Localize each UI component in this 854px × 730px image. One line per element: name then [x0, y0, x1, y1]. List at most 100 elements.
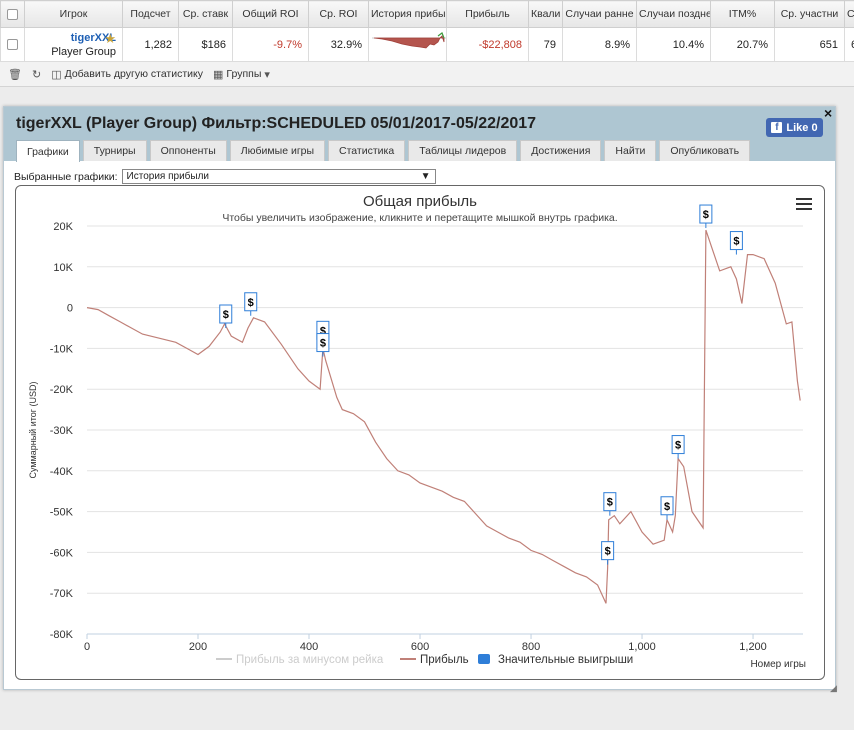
select-all-checkbox[interactable]: [0, 0, 25, 28]
chart-selector-row: Выбранные графики: История прибыли ▼: [14, 169, 436, 184]
win-marker-symbol: $: [607, 497, 613, 509]
win-marker-flag: [601, 541, 615, 561]
close-icon[interactable]: ×: [824, 105, 833, 121]
win-marker-flag: [671, 435, 685, 455]
col-header-qual[interactable]: Квали: [528, 0, 563, 28]
win-marker-symbol: $: [248, 297, 254, 309]
groups-dropdown[interactable]: ▦ Группы ▾: [213, 68, 270, 81]
col-header-extra[interactable]: С: [844, 0, 854, 28]
profit-series-line: [86, 229, 801, 604]
legend-item: Прибыль за минусом рейка: [236, 654, 384, 666]
cell-profit: -$22,808: [446, 27, 529, 62]
groups-icon: ▦: [213, 68, 224, 81]
add-column-icon: ◫: [51, 68, 62, 81]
win-marker-symbol: $: [675, 440, 681, 452]
cell-itm: 20.7%: [710, 27, 775, 62]
y-tick-label: -60K: [50, 547, 74, 559]
tab-statistics[interactable]: Статистика: [328, 140, 406, 161]
win-marker-symbol: $: [664, 501, 670, 513]
facebook-like-button[interactable]: f Like 0: [766, 118, 823, 137]
tab-favorite-games[interactable]: Любимые игры: [229, 140, 326, 161]
col-header-late[interactable]: Случаи поздне: [636, 0, 711, 28]
y-tick-label: 20K: [53, 221, 73, 233]
panel-title: tigerXXL (Player Group) Фильтр:SCHEDULED…: [16, 115, 537, 132]
col-header-profit[interactable]: Прибыль: [446, 0, 529, 28]
tab-publish[interactable]: Опубликовать: [659, 140, 751, 161]
trash-icon[interactable]: 🗑: [8, 68, 22, 81]
win-marker-symbol: $: [320, 325, 326, 337]
col-header-avg-entrants[interactable]: Ср. участни: [774, 0, 845, 28]
tab-find[interactable]: Найти: [604, 140, 657, 161]
chart-container[interactable]: Общая прибыль Чтобы увеличить изображени…: [15, 185, 825, 680]
chevron-down-icon: ▾: [264, 68, 270, 81]
y-tick-label: -10K: [50, 343, 74, 355]
table-row[interactable]: tigerXXL Player Group ★ 1,282 $186 -9.7%…: [0, 27, 854, 62]
resize-handle-icon[interactable]: ◢: [830, 683, 837, 693]
y-tick-label: -70K: [50, 588, 74, 600]
tab-achievements[interactable]: Достижения: [520, 140, 602, 161]
y-tick-label: 10K: [53, 262, 73, 274]
y-tick-label: -40K: [50, 466, 74, 478]
facebook-icon: f: [771, 122, 783, 133]
cell-total-roi: -9.7%: [232, 27, 309, 62]
sparkline-graph: [372, 32, 446, 49]
y-tick-label: -80K: [50, 629, 74, 641]
legend-item: Прибыль: [420, 654, 469, 666]
x-tick-label: 1,200: [739, 641, 767, 653]
col-header-total-roi[interactable]: Общий ROI: [232, 0, 309, 28]
win-marker-flag: [699, 204, 713, 224]
add-stat-label: Добавить другую статистику: [64, 68, 203, 80]
chart-subtitle: Чтобы увеличить изображение, кликните и …: [222, 212, 618, 224]
win-marker-flag: [316, 333, 330, 353]
chart-selector-dropdown[interactable]: История прибыли ▼: [121, 169, 436, 184]
col-header-count[interactable]: Подсчет: [122, 0, 179, 28]
panel-tabs: Графики Турниры Оппоненты Любимые игры С…: [16, 140, 751, 162]
chart-menu-icon[interactable]: [796, 198, 812, 213]
x-axis-title: Номер игры: [750, 659, 806, 670]
tab-charts[interactable]: Графики: [16, 140, 80, 162]
col-header-itm[interactable]: ITM%: [710, 0, 775, 28]
y-tick-label: -20K: [50, 384, 74, 396]
x-tick-label: 1,000: [628, 641, 656, 653]
col-header-player[interactable]: Игрок: [24, 0, 123, 28]
dropdown-arrow-icon: ▼: [420, 171, 431, 182]
refresh-icon[interactable]: ↻: [31, 68, 42, 81]
tab-tournaments[interactable]: Турниры: [82, 140, 147, 161]
player-cell[interactable]: tigerXXL Player Group ★: [24, 27, 123, 62]
add-stat-button[interactable]: ◫ Добавить другую статистику: [51, 68, 203, 81]
tab-opponents[interactable]: Оппоненты: [149, 140, 227, 161]
panel-header: tigerXXL (Player Group) Фильтр:SCHEDULED…: [4, 107, 835, 162]
win-marker-flag: [603, 492, 617, 512]
x-tick-label: 600: [411, 641, 429, 653]
win-marker-symbol: $: [223, 309, 229, 321]
x-tick-label: 800: [522, 641, 540, 653]
col-header-profit-history[interactable]: История прибы: [368, 0, 447, 28]
profit-history-sparkline[interactable]: [368, 27, 447, 62]
y-axis-title: Суммарный итог (USD): [28, 381, 38, 478]
row-checkbox[interactable]: [0, 27, 25, 62]
legend-swatch: [478, 654, 490, 664]
stats-table: Игрок Подсчет Ср. ставк Общий ROI Ср. RO…: [0, 0, 854, 62]
player-details-panel: tigerXXL (Player Group) Фильтр:SCHEDULED…: [3, 105, 837, 693]
win-marker-flag: [660, 496, 674, 516]
col-header-avg-stake[interactable]: Ср. ставк: [178, 0, 233, 28]
stats-area: Игрок Подсчет Ср. ставк Общий ROI Ср. RO…: [0, 0, 854, 87]
player-name-link[interactable]: tigerXXL: [70, 31, 116, 44]
player-group-label: Player Group: [51, 45, 116, 58]
col-header-avg-roi[interactable]: Ср. ROI: [308, 0, 369, 28]
win-marker-flag: [729, 231, 743, 251]
legend-item: Значительные выигрыши: [498, 654, 633, 666]
cell-count: 1,282: [122, 27, 179, 62]
cell-avg-entrants: 651: [774, 27, 845, 62]
win-marker-symbol: $: [733, 236, 739, 248]
col-header-early[interactable]: Случаи ранне: [562, 0, 637, 28]
win-marker-symbol: $: [703, 209, 709, 221]
chart-selector-value: История прибыли: [126, 171, 210, 182]
chart-title: Общая прибыль: [362, 193, 478, 210]
cell-early: 8.9%: [562, 27, 637, 62]
profit-chart-svg[interactable]: 20K 10K 0 -10K -20K -30K -40K -50K -60K -70K -80K 0…: [16, 186, 824, 679]
table-toolbar: 🗑 ↻ ◫ Добавить другую статистику ▦ Групп…: [0, 63, 854, 85]
cell-avg-stake: $186: [178, 27, 233, 62]
y-tick-label: -30K: [50, 425, 74, 437]
tab-leaderboards[interactable]: Таблицы лидеров: [408, 140, 518, 161]
